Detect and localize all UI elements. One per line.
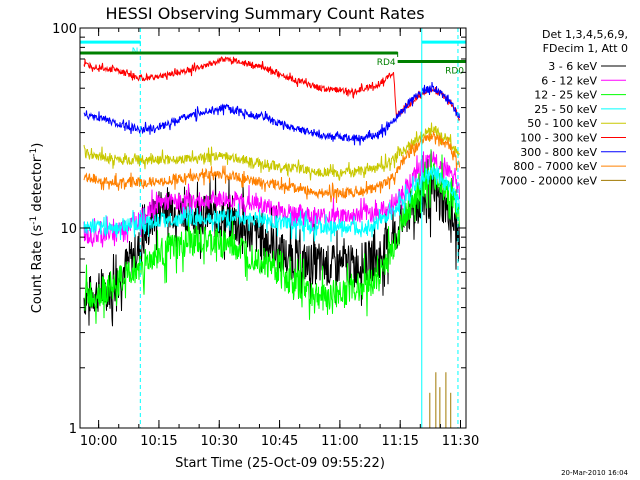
x-tick-label-2: 10:30: [201, 434, 238, 449]
x-tick-label-5: 11:15: [381, 434, 418, 449]
x-axis-label: Start Time (25-Oct-09 09:55:22): [175, 456, 385, 471]
x-tick-label-3: 10:45: [261, 434, 298, 449]
legend-label-1: 6 - 12 keV: [541, 74, 597, 87]
legend-label-7: 800 - 7000 keV: [513, 160, 597, 173]
legend-label-3: 25 - 50 keV: [534, 103, 597, 116]
series-layer: [83, 56, 460, 428]
legend-label-0: 3 - 6 keV: [548, 60, 597, 73]
y-axis-label: Count Rate (s-1 detector-1): [29, 143, 45, 314]
footer-timestamp: 20-Mar-2010 16:04: [561, 469, 628, 477]
x-tick-label-6: 11:30: [442, 434, 479, 449]
x-tick-label-0: 10:00: [80, 434, 117, 449]
y-tick-label-0: 1: [69, 422, 77, 437]
y-tick-label-1: 10: [60, 222, 77, 237]
legend-label-6: 300 - 800 keV: [520, 146, 597, 159]
x-tick-label-4: 11:00: [321, 434, 358, 449]
legend-label-8: 7000 - 20000 keV: [499, 174, 597, 187]
flag-label-2: RD4: [377, 58, 396, 68]
axes-layer: 10:00 10:15 10:30 10:45 11:00 11:15 11:30 1 10 10…: [52, 22, 479, 449]
series-50-100-kev: [83, 122, 460, 181]
legend-header-line-2: FDecim 1, Att 0: [543, 42, 628, 55]
legend-label-2: 12 - 25 keV: [534, 89, 597, 102]
series-25-50-kev: [83, 166, 460, 242]
legend-header-line-1: Det 1,3,4,5,6,9,: [542, 28, 628, 41]
series-300-800-kev: [83, 81, 460, 146]
series-12-25-kev: [83, 149, 460, 324]
legend: Det 1,3,4,5,6,9, FDecim 1, Att 0 3 - 6 k…: [499, 28, 628, 187]
series-7000-20000-kev: [429, 372, 452, 428]
flag-label-3: RD0: [445, 66, 464, 76]
series-800-7000-kev: [83, 131, 460, 204]
legend-label-4: 50 - 100 keV: [527, 117, 597, 130]
chart-title: HESSI Observing Summary Count Rates: [105, 4, 424, 23]
legend-label-5: 100 - 300 keV: [520, 132, 597, 145]
y-tick-label-2: 100: [52, 22, 77, 37]
x-tick-label-1: 10:15: [140, 434, 177, 449]
